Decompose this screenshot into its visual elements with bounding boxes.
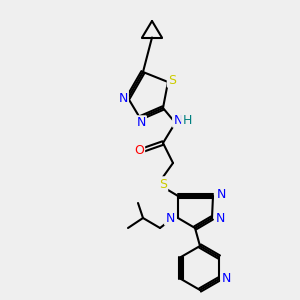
Text: N: N (173, 113, 183, 127)
Text: S: S (159, 178, 167, 190)
Text: N: N (118, 92, 128, 104)
Text: N: N (216, 188, 226, 200)
Text: N: N (165, 212, 175, 224)
Text: N: N (136, 116, 146, 130)
Text: S: S (168, 74, 176, 86)
Text: H: H (182, 113, 192, 127)
Text: N: N (221, 272, 231, 286)
Text: O: O (134, 143, 144, 157)
Text: N: N (215, 212, 225, 224)
